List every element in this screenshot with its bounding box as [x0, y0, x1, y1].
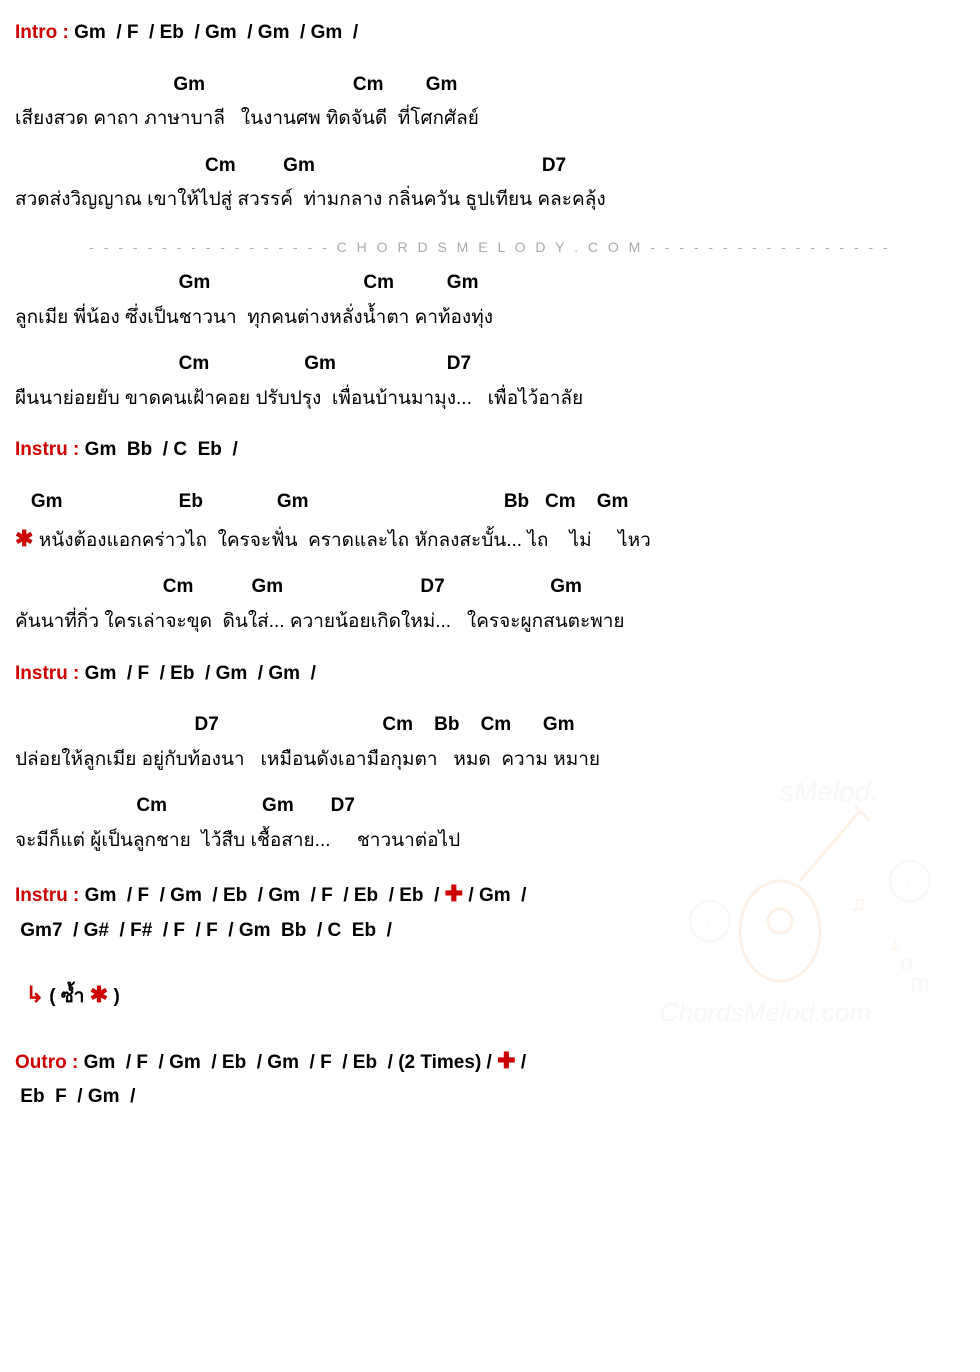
intro-section: Intro : Gm / F / Eb / Gm / Gm / Gm / [15, 20, 965, 47]
chorus-chords2: Cm Gm D7 Gm [15, 574, 965, 601]
chorus-lyrics1-text: หนังต้องแอกคร่าวไถ ใครจะฟั่น คราดและไถ ห… [33, 530, 650, 551]
intro-line: Intro : Gm / F / Eb / Gm / Gm / Gm / [15, 20, 965, 47]
chorus-chords1: Gm Eb Gm Bb Cm Gm [15, 489, 965, 516]
star-marker: ✱ [15, 526, 33, 551]
verse1-lyrics2: สวดส่งวิญญาณ เขาให้ไปสู่ สวรรค์ ท่ามกลาง… [15, 187, 965, 214]
instru3-chords1b: / Gm / [463, 885, 526, 906]
svg-text:o: o [900, 950, 913, 977]
instru3-label: Instru : [15, 885, 79, 906]
verse3-chords1: D7 Cm Bb Cm Gm [15, 712, 965, 739]
verse2-section: Gm Cm Gm ลูกเมีย พี่น้อง ซึ่งเป็นชาวนา ท… [15, 270, 965, 412]
instru1-chords: Gm Bb / C Eb / [79, 439, 237, 460]
verse3-section: D7 Cm Bb Cm Gm ปล่อยให้ลูกเมีย อยู่กับท้… [15, 712, 965, 854]
instru2-chords: Gm / F / Eb / Gm / Gm / [79, 663, 315, 684]
instru1-section: Instru : Gm Bb / C Eb / [15, 437, 965, 464]
verse2-chords1: Gm Cm Gm [15, 270, 965, 297]
verse1-lyrics1: เสียงสวด คาถา ภาษาบาลี ในงานศพ ทิดจันดี … [15, 106, 965, 133]
plus-marker: ✚ [445, 881, 463, 906]
verse1-section: Gm Cm Gm เสียงสวด คาถา ภาษาบาลี ในงานศพ … [15, 72, 965, 214]
outro-chords1a: Gm / F / Gm / Eb / Gm / F / Eb / (2 Time… [78, 1052, 497, 1073]
outro-chords2: Eb F / Gm / [15, 1084, 965, 1111]
instru2-label: Instru : [15, 663, 79, 684]
intro-chords: Gm / F / Eb / Gm / Gm / Gm / [69, 22, 358, 43]
repeat-text: ( ซ้ำ [44, 986, 90, 1007]
outro-plus-marker: ✚ [497, 1048, 515, 1073]
chorus-lyrics1: ✱ หนังต้องแอกคร่าวไถ ใครจะฟั่น คราดและไถ… [15, 524, 965, 555]
instru3-chords2: Gm7 / G# / F# / F / F / Gm Bb / C Eb / [15, 918, 965, 945]
verse1-chords2: Cm Gm D7 [15, 153, 965, 180]
instru2-line: Instru : Gm / F / Eb / Gm / Gm / [15, 661, 965, 688]
verse2-lyrics1: ลูกเมีย พี่น้อง ซึ่งเป็นชาวนา ทุกคนต่างห… [15, 305, 965, 332]
repeat-section: ↳ ( ซ้ำ ✱ ) [15, 980, 965, 1011]
outro-line1: Outro : Gm / F / Gm / Eb / Gm / F / Eb /… [15, 1046, 965, 1077]
site-divider: - - - - - - - - - - - - - - - - - C H O … [15, 239, 965, 255]
outro-section: Outro : Gm / F / Gm / Eb / Gm / F / Eb /… [15, 1046, 965, 1111]
verse3-lyrics2: จะมีก็แต่ ผู้เป็นลูกชาย ไว้สืบ เชื้อสาย.… [15, 828, 965, 855]
instru1-label: Instru : [15, 439, 79, 460]
verse1-chords1: Gm Cm Gm [15, 72, 965, 99]
instru3-section: Instru : Gm / F / Gm / Eb / Gm / F / Eb … [15, 879, 965, 944]
instru1-line: Instru : Gm Bb / C Eb / [15, 437, 965, 464]
repeat-line: ↳ ( ซ้ำ ✱ ) [15, 980, 965, 1011]
verse2-chords2: Cm Gm D7 [15, 351, 965, 378]
instru3-chords1a: Gm / F / Gm / Eb / Gm / F / Eb / Eb / [79, 885, 444, 906]
chorus-section: Gm Eb Gm Bb Cm Gm ✱ หนังต้องแอกคร่าวไถ ใ… [15, 489, 965, 636]
outro-label: Outro : [15, 1052, 78, 1073]
instru3-line1: Instru : Gm / F / Gm / Eb / Gm / F / Eb … [15, 879, 965, 910]
repeat-arrow-icon: ↳ [26, 982, 44, 1007]
verse3-lyrics1: ปล่อยให้ลูกเมีย อยู่กับท้องนา เหมือนดังเ… [15, 747, 965, 774]
chorus-lyrics2: คันนาที่กิ่ว ใครเล่าจะขุด ดินใส่... ควาย… [15, 609, 965, 636]
verse3-chords2: Cm Gm D7 [15, 793, 965, 820]
outro-chords1b: / [516, 1052, 527, 1073]
instru2-section: Instru : Gm / F / Eb / Gm / Gm / [15, 661, 965, 688]
repeat-star-marker: ✱ [90, 982, 108, 1007]
repeat-text-end: ) [108, 986, 120, 1007]
intro-label: Intro : [15, 22, 69, 43]
verse2-lyrics2: ผืนนาย่อยยับ ขาดคนเฝ้าคอย ปรับปรุง เพื่อ… [15, 386, 965, 413]
